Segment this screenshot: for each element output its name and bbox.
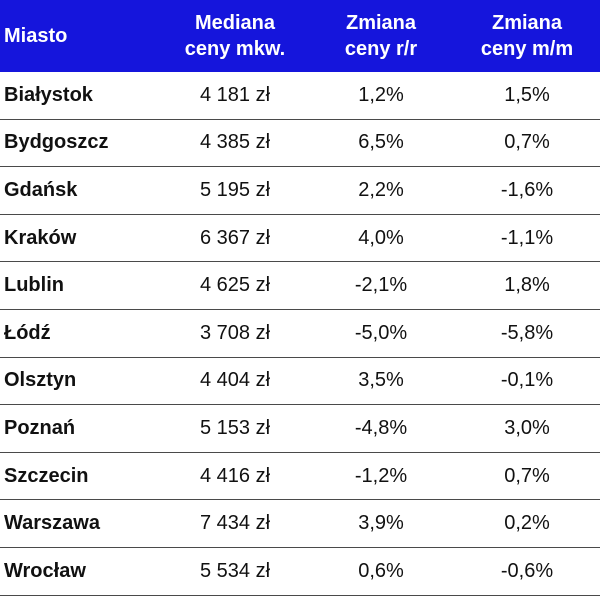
- cell-mom-change: 1,5%: [454, 72, 600, 120]
- cell-city: Wrocław: [0, 547, 162, 596]
- table-row: Białystok 4 181 zł 1,2% 1,5%: [0, 72, 600, 120]
- cell-mom-change: -1,1%: [454, 214, 600, 263]
- cell-mom-change: 0,2%: [454, 499, 600, 548]
- cell-median-price: 4 385 zł: [162, 119, 308, 168]
- cell-mom-change: -0,1%: [454, 357, 600, 406]
- header-yoy-line1: Zmiana: [345, 12, 417, 34]
- cell-median-price: 5 534 zł: [162, 547, 308, 596]
- cell-mom-change: 0,7%: [454, 452, 600, 501]
- header-row: Miasto Mediana ceny mkw. Zmiana ceny r/r…: [0, 0, 600, 72]
- table-body: Białystok 4 181 zł 1,2% 1,5% Bydgoszcz 4 385 …: [0, 72, 600, 596]
- cell-median-price: 4 181 zł: [162, 72, 308, 120]
- table-row: Łódź 3 708 zł -5,0% -5,8%: [0, 309, 600, 358]
- table-header: Miasto Mediana ceny mkw. Zmiana ceny r/r…: [0, 0, 600, 72]
- table-row: Szczecin 4 416 zł -1,2% 0,7%: [0, 452, 600, 501]
- cell-city: Bydgoszcz: [0, 119, 162, 168]
- cell-mom-change: 0,7%: [454, 119, 600, 168]
- cell-city: Łódź: [0, 309, 162, 358]
- cell-mom-change: 1,8%: [454, 261, 600, 310]
- header-mom-line2: ceny m/m: [480, 38, 574, 60]
- cell-yoy-change: 3,9%: [308, 499, 454, 548]
- cell-mom-change: -0,6%: [454, 547, 600, 596]
- header-median-line1: Mediana: [194, 12, 276, 34]
- cell-city: Olsztyn: [0, 357, 162, 406]
- cell-median-price: 7 434 zł: [162, 499, 308, 548]
- cell-yoy-change: 6,5%: [308, 119, 454, 168]
- cell-median-price: 3 708 zł: [162, 309, 308, 358]
- table-row: Warszawa 7 434 zł 3,9% 0,2%: [0, 499, 600, 548]
- cell-median-price: 6 367 zł: [162, 214, 308, 263]
- table-row: Lublin 4 625 zł -2,1% 1,8%: [0, 261, 600, 310]
- cell-median-price: 4 625 zł: [162, 261, 308, 310]
- cell-yoy-change: 4,0%: [308, 214, 454, 263]
- cell-city: Warszawa: [0, 499, 162, 548]
- header-yoy-line2: ceny r/r: [344, 38, 418, 60]
- header-mom-change: Zmiana ceny m/m: [454, 0, 600, 72]
- header-mom-line1: Zmiana: [491, 12, 563, 34]
- cell-yoy-change: 3,5%: [308, 357, 454, 406]
- cell-yoy-change: 2,2%: [308, 166, 454, 215]
- cell-mom-change: -1,6%: [454, 166, 600, 215]
- cell-city: Szczecin: [0, 452, 162, 501]
- table-row: Bydgoszcz 4 385 zł 6,5% 0,7%: [0, 119, 600, 168]
- header-median-price: Mediana ceny mkw.: [162, 0, 308, 72]
- cell-median-price: 5 195 zł: [162, 166, 308, 215]
- cell-yoy-change: -4,8%: [308, 404, 454, 453]
- header-city-line1: Miasto: [4, 25, 68, 47]
- cell-city: Kraków: [0, 214, 162, 263]
- table-row: Poznań 5 153 zł -4,8% 3,0%: [0, 404, 600, 453]
- cell-yoy-change: -2,1%: [308, 261, 454, 310]
- cell-yoy-change: 0,6%: [308, 547, 454, 596]
- header-city: Miasto: [0, 0, 162, 72]
- cell-city: Lublin: [0, 261, 162, 310]
- cell-median-price: 4 416 zł: [162, 452, 308, 501]
- header-median-line2: ceny mkw.: [184, 38, 286, 60]
- header-yoy-change: Zmiana ceny r/r: [308, 0, 454, 72]
- cell-city: Gdańsk: [0, 166, 162, 215]
- cell-mom-change: -5,8%: [454, 309, 600, 358]
- cell-yoy-change: -5,0%: [308, 309, 454, 358]
- table-row: Wrocław 5 534 zł 0,6% -0,6%: [0, 547, 600, 596]
- cell-yoy-change: 1,2%: [308, 72, 454, 120]
- cell-city: Białystok: [0, 72, 162, 120]
- table-row: Olsztyn 4 404 zł 3,5% -0,1%: [0, 357, 600, 406]
- cell-yoy-change: -1,2%: [308, 452, 454, 501]
- cell-mom-change: 3,0%: [454, 404, 600, 453]
- table-row: Kraków 6 367 zł 4,0% -1,1%: [0, 214, 600, 263]
- cell-median-price: 5 153 zł: [162, 404, 308, 453]
- table-row: Gdańsk 5 195 zł 2,2% -1,6%: [0, 166, 600, 215]
- cell-city: Poznań: [0, 404, 162, 453]
- cell-median-price: 4 404 zł: [162, 357, 308, 406]
